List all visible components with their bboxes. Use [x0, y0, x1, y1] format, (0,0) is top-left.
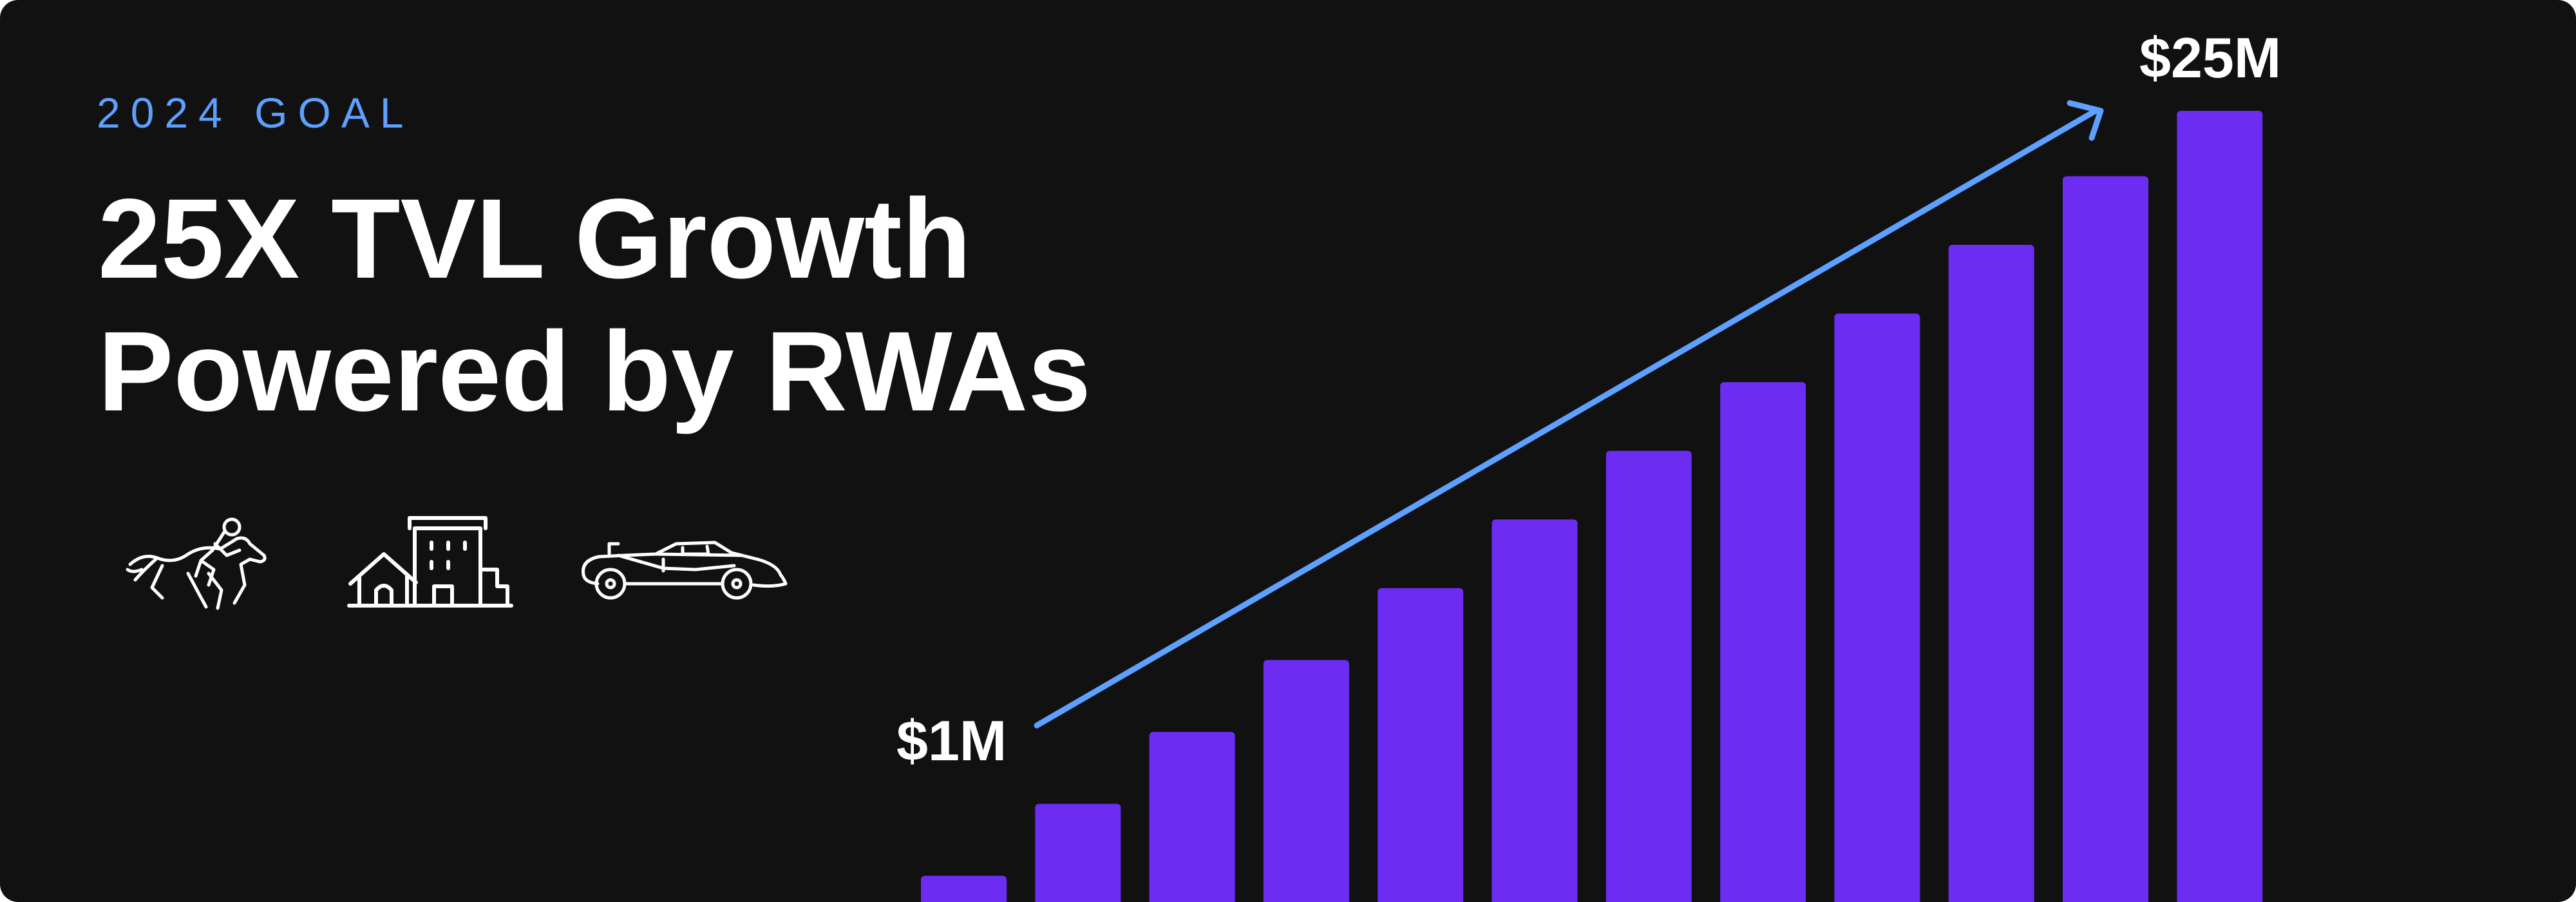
horse-racing-jockey-icon: [124, 513, 272, 616]
trend-arrow-line: [1034, 108, 2099, 729]
bar-6: [1492, 519, 1578, 902]
bar-2: [1035, 803, 1121, 902]
bar-10: [1948, 245, 2034, 902]
start-value-label: $1M: [896, 709, 1007, 772]
title-line-1: 25X TVL Growth: [98, 176, 972, 302]
end-value-label: $25M: [2139, 26, 2281, 90]
title-line-2: Powered by RWAs: [98, 309, 1092, 435]
bar-series: [921, 111, 2263, 902]
bar-8: [1720, 382, 1806, 902]
bar-5: [1378, 588, 1464, 902]
eyebrow-label: 2024 GOAL: [97, 89, 414, 137]
bar-3: [1149, 732, 1235, 902]
classic-car-icon: [580, 528, 790, 600]
bar-4: [1263, 660, 1349, 902]
trend-arrowhead: [2067, 100, 2104, 141]
bar-12: [2177, 111, 2263, 902]
bar-1: [921, 876, 1007, 902]
bar-7: [1605, 450, 1692, 902]
page-title: 25X TVL Growth Powered by RWAs: [98, 173, 1091, 438]
real-estate-buildings-icon: [347, 514, 513, 608]
bar-11: [2063, 176, 2148, 902]
bar-9: [1834, 313, 1920, 902]
